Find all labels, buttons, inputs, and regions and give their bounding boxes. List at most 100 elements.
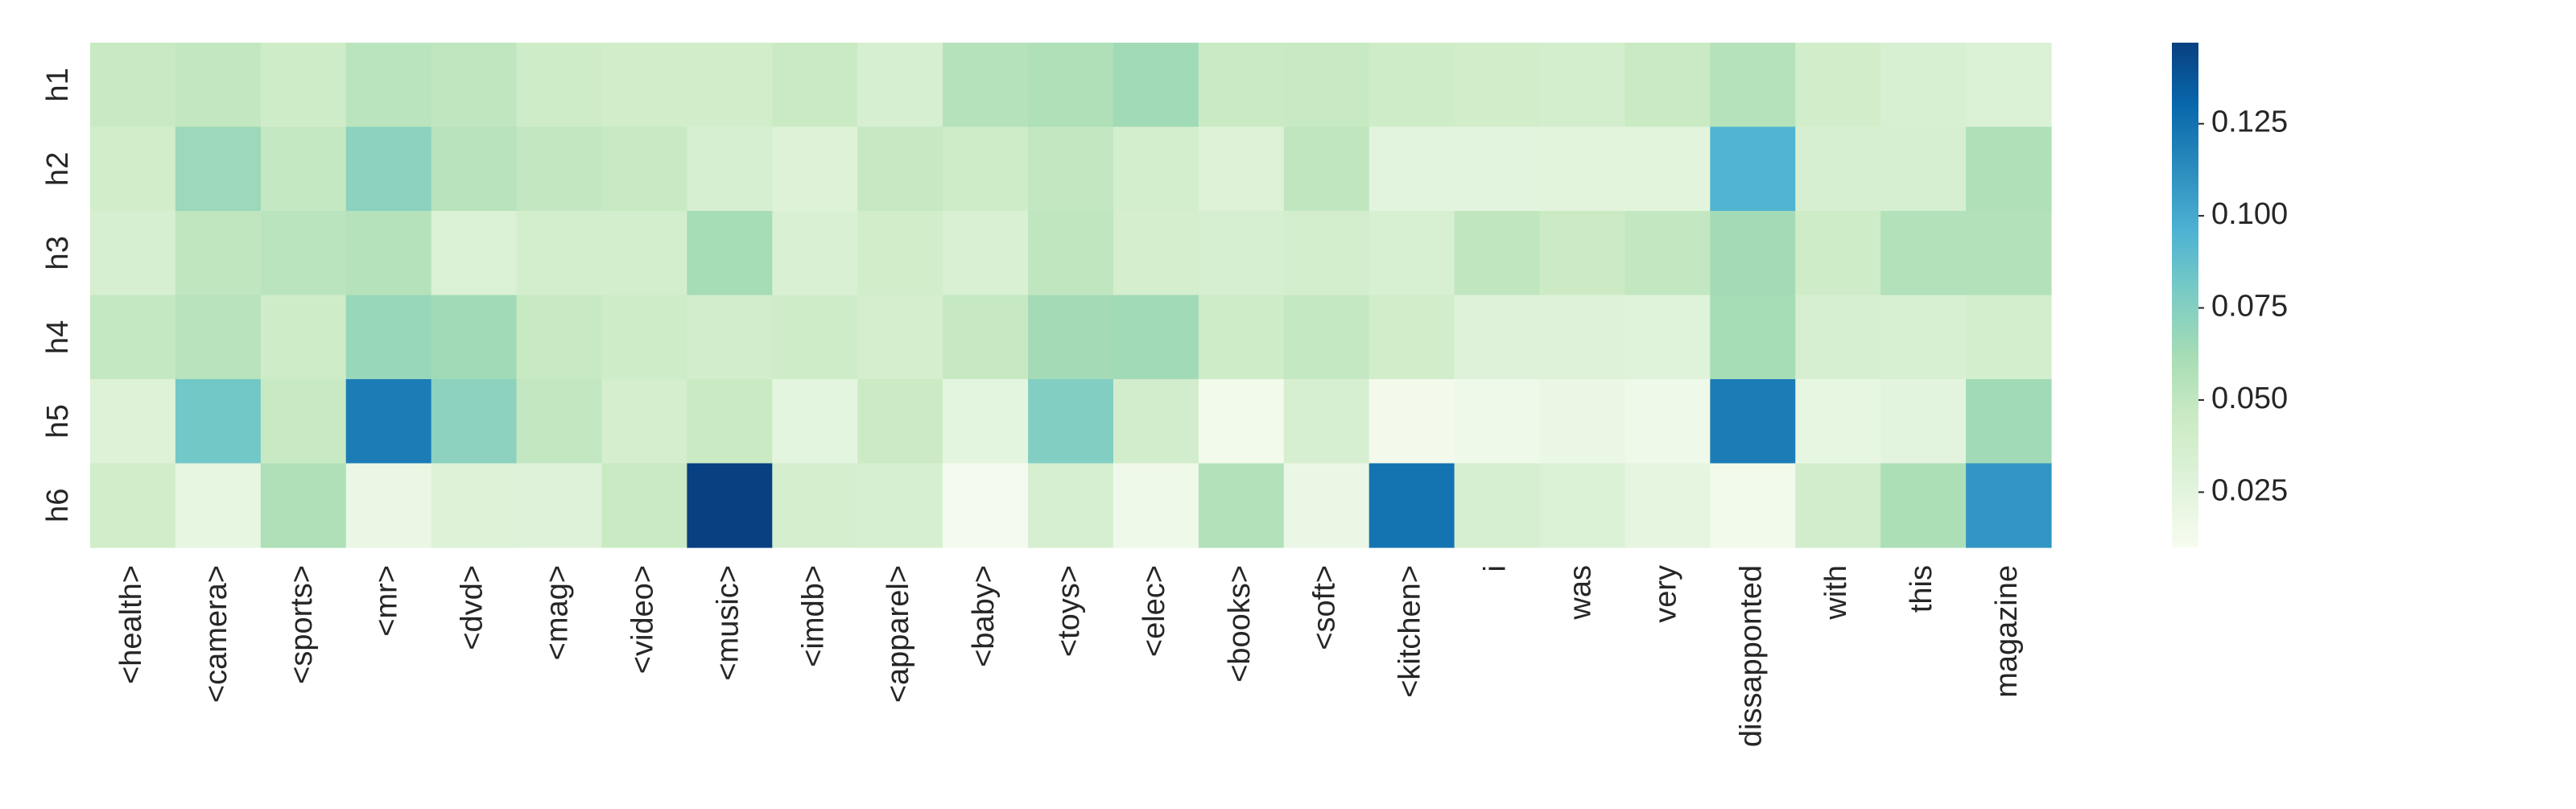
heatmap-cell-h1-14: [1283, 43, 1370, 128]
heatmap-cell-h3-18: [1624, 211, 1711, 296]
heatmap-cell-h5-19: [1710, 379, 1796, 464]
heatmap-cell-h4-6: [601, 295, 687, 380]
heatmap-cell-h1-4: [431, 43, 518, 128]
heatmap-cell-h3-19: [1710, 211, 1796, 296]
heatmap-cell-h6-4: [431, 463, 518, 548]
heatmap-cell-h6-0: [90, 463, 176, 548]
heatmap-cell-h1-11: [1028, 43, 1114, 128]
column-label-16: i: [1479, 565, 1513, 572]
heatmap-cell-h3-12: [1113, 211, 1199, 296]
heatmap-cell-h6-9: [857, 463, 943, 548]
heatmap-cell-h4-13: [1198, 295, 1285, 380]
heatmap-cell-h3-11: [1028, 211, 1114, 296]
heatmap-cell-h5-6: [601, 379, 687, 464]
heatmap-cell-h1-6: [601, 43, 687, 128]
column-label-3: <mr>: [370, 565, 404, 637]
heatmap-cell-h1-10: [943, 43, 1029, 128]
row-label-h6: h6: [41, 489, 75, 522]
heatmap-cell-h5-12: [1113, 379, 1199, 464]
column-label-0: <health>: [114, 565, 148, 684]
colorbar-tick-label: 0.050: [2211, 382, 2288, 415]
column-label-6: <video>: [625, 565, 659, 674]
heatmap-cell-h2-3: [345, 126, 432, 212]
heatmap-cell-h5-2: [260, 379, 347, 464]
column-label-1: <camera>: [200, 565, 233, 703]
heatmap-cell-h3-5: [516, 211, 603, 296]
row-label-h1: h1: [41, 68, 75, 101]
heatmap-cell-h1-8: [772, 43, 858, 128]
heatmap-cell-h4-16: [1454, 295, 1541, 380]
heatmap-cell-h3-1: [175, 211, 262, 296]
heatmap-cell-h4-17: [1539, 295, 1626, 380]
heatmap-cell-h6-12: [1113, 463, 1199, 548]
heatmap-cell-h2-21: [1880, 126, 1967, 212]
heatmap-cell-h6-10: [943, 463, 1029, 548]
heatmap-cell-h3-13: [1198, 211, 1285, 296]
heatmap-cell-h4-0: [90, 295, 176, 380]
heatmap-cell-h1-21: [1880, 43, 1967, 128]
heatmap-cell-h1-17: [1539, 43, 1626, 128]
column-label-20: with: [1819, 565, 1853, 621]
heatmap-cell-h1-7: [687, 43, 773, 128]
heatmap-cell-h2-9: [857, 126, 943, 212]
heatmap-cell-h2-2: [260, 126, 347, 212]
row-label-h5: h5: [41, 404, 75, 438]
heatmap-cell-h5-9: [857, 379, 943, 464]
heatmap-cell-h3-8: [772, 211, 858, 296]
heatmap-cell-h4-1: [175, 295, 262, 380]
heatmap-cell-h5-8: [772, 379, 858, 464]
heatmap-cell-h6-6: [601, 463, 687, 548]
heatmap-cell-h1-5: [516, 43, 603, 128]
heatmap-cell-h1-2: [260, 43, 347, 128]
column-label-17: was: [1564, 565, 1598, 621]
heatmap-cell-h6-22: [1966, 463, 2052, 548]
heatmap-cell-h3-17: [1539, 211, 1626, 296]
heatmap-cell-h4-14: [1283, 295, 1370, 380]
heatmap-cell-h5-13: [1198, 379, 1285, 464]
heatmap-cell-h4-3: [345, 295, 432, 380]
heatmap-cell-h4-2: [260, 295, 347, 380]
heatmap-cell-h1-15: [1368, 43, 1455, 128]
column-label-9: <apparel>: [881, 565, 915, 703]
heatmap-cell-h6-3: [345, 463, 432, 548]
heatmap-cell-h1-20: [1795, 43, 1881, 128]
heatmap-cell-h5-4: [431, 379, 518, 464]
heatmap-cell-h4-8: [772, 295, 858, 380]
heatmap-cell-h6-13: [1198, 463, 1285, 548]
colorbar-tick-label: 0.125: [2211, 105, 2288, 139]
colorbar-tick-label: 0.100: [2211, 197, 2288, 231]
row-label-h2: h2: [41, 152, 75, 186]
heatmap-cell-h5-20: [1795, 379, 1881, 464]
heatmap-cell-h1-9: [857, 43, 943, 128]
heatmap-cell-h1-18: [1624, 43, 1711, 128]
heatmap-cell-h5-21: [1880, 379, 1967, 464]
column-label-21: this: [1905, 565, 1938, 613]
heatmap-cell-h3-7: [687, 211, 773, 296]
heatmap-cell-h2-14: [1283, 126, 1370, 212]
heatmap-cell-h6-5: [516, 463, 603, 548]
heatmap-cell-h3-4: [431, 211, 518, 296]
heatmap-cells: [90, 43, 2052, 548]
heatmap-cell-h6-21: [1880, 463, 1967, 548]
colorbar-tick-label: 0.025: [2211, 473, 2288, 507]
heatmap-cell-h6-8: [772, 463, 858, 548]
heatmap-cell-h1-19: [1710, 43, 1796, 128]
column-label-18: very: [1649, 565, 1682, 623]
heatmap-cell-h6-17: [1539, 463, 1626, 548]
heatmap-cell-h2-4: [431, 126, 518, 212]
colorbar: 0.025 0.050 0.075 0.100 0.125: [2172, 43, 2288, 547]
heatmap-cell-h4-11: [1028, 295, 1114, 380]
heatmap-cell-h1-0: [90, 43, 176, 128]
heatmap-cell-h2-10: [943, 126, 1029, 212]
heatmap-cell-h4-7: [687, 295, 773, 380]
row-label-h4: h4: [41, 320, 75, 354]
heatmap-cell-h4-4: [431, 295, 518, 380]
heatmap-cell-h3-2: [260, 211, 347, 296]
column-label-15: <kitchen>: [1393, 565, 1427, 698]
heatmap-cell-h4-9: [857, 295, 943, 380]
heatmap-cell-h2-16: [1454, 126, 1541, 212]
heatmap-cell-h1-3: [345, 43, 432, 128]
heatmap-cell-h6-11: [1028, 463, 1114, 548]
heatmap-cell-h6-2: [260, 463, 347, 548]
